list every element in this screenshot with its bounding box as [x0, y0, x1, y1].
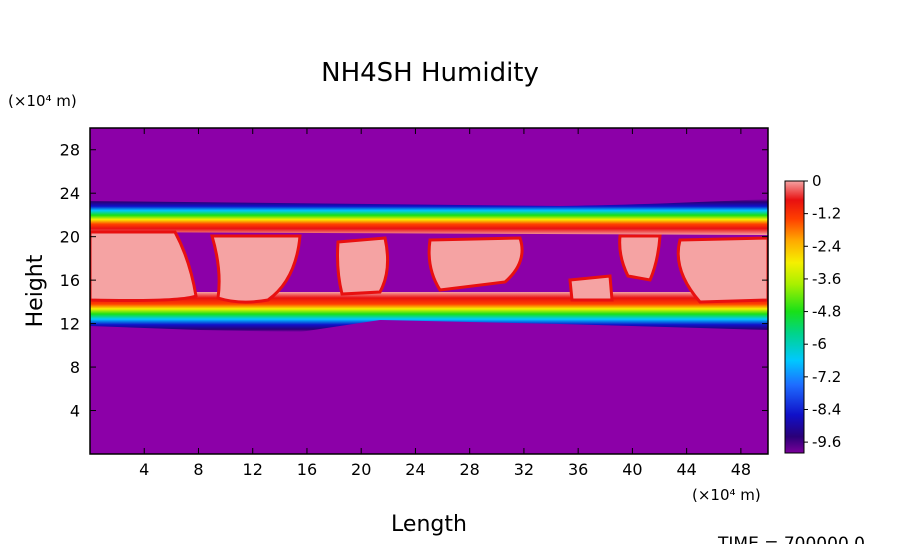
x-tick-label: 8 [193, 460, 203, 479]
colorbar-tick-label: -4.8 [812, 303, 841, 321]
colorbar-tick-label: -7.2 [812, 368, 841, 386]
x-unit-label: (×10⁴ m) [692, 486, 761, 504]
plot-frame [89, 127, 769, 455]
x-tick-label: 4 [139, 460, 149, 479]
x-tick-label: 28 [460, 460, 480, 479]
colorbar-tick-label: -8.4 [812, 400, 841, 418]
heatmap-background [90, 128, 768, 454]
x-axis: 4 8 12 16 20 24 28 32 36 40 44 48 [139, 128, 751, 479]
saturated-cell [568, 274, 614, 302]
y-tick-label: 8 [70, 358, 80, 377]
x-tick-label: 36 [568, 460, 588, 479]
colorbar-tick-label: -3.6 [812, 270, 841, 288]
saturated-cell [676, 236, 768, 304]
x-tick-label: 12 [243, 460, 263, 479]
saturated-cell [336, 236, 390, 296]
saturated-cells [90, 230, 768, 304]
chart-title: NH4SH Humidity [321, 58, 539, 88]
plot-area [90, 128, 768, 454]
colorbar-tick-label: -1.2 [812, 205, 841, 223]
y-axis: 4 8 12 16 20 24 28 [60, 141, 768, 421]
y-tick-label: 24 [60, 184, 80, 203]
y-tick-label: 16 [60, 271, 80, 290]
y-tick-label: 4 [70, 402, 80, 421]
colorbar-tick-label: -9.6 [812, 433, 841, 451]
x-tick-label: 24 [405, 460, 425, 479]
y-tick-label: 28 [60, 141, 80, 160]
time-footer: TIME = 700000.0 [717, 534, 865, 544]
x-tick-label: 40 [622, 460, 642, 479]
saturated-cell [618, 234, 662, 282]
x-axis-label: Length [391, 512, 467, 537]
colorbar-tick-label: -6 [812, 335, 827, 353]
upper-moist-band [90, 199, 768, 235]
y-axis-label: Height [23, 254, 48, 327]
x-tick-label: 16 [297, 460, 317, 479]
colorbar-tick-label: 0 [812, 172, 822, 190]
saturated-cell [90, 230, 198, 302]
x-tick-label: 48 [731, 460, 751, 479]
x-tick-label: 44 [676, 460, 696, 479]
y-unit-label: (×10⁴ m) [8, 92, 77, 110]
y-tick-label: 12 [60, 315, 80, 334]
y-tick-label: 20 [60, 228, 80, 247]
colorbar-ticks: 0 -1.2 -2.4 -3.6 -4.8 -6 -7.2 -8.4 -9.6 [804, 172, 841, 451]
saturated-cell [209, 234, 302, 304]
colorbar [784, 180, 805, 454]
x-tick-label: 20 [351, 460, 371, 479]
colorbar-tick-label: -2.4 [812, 237, 841, 255]
saturated-cell [427, 236, 524, 292]
x-tick-label: 32 [514, 460, 534, 479]
